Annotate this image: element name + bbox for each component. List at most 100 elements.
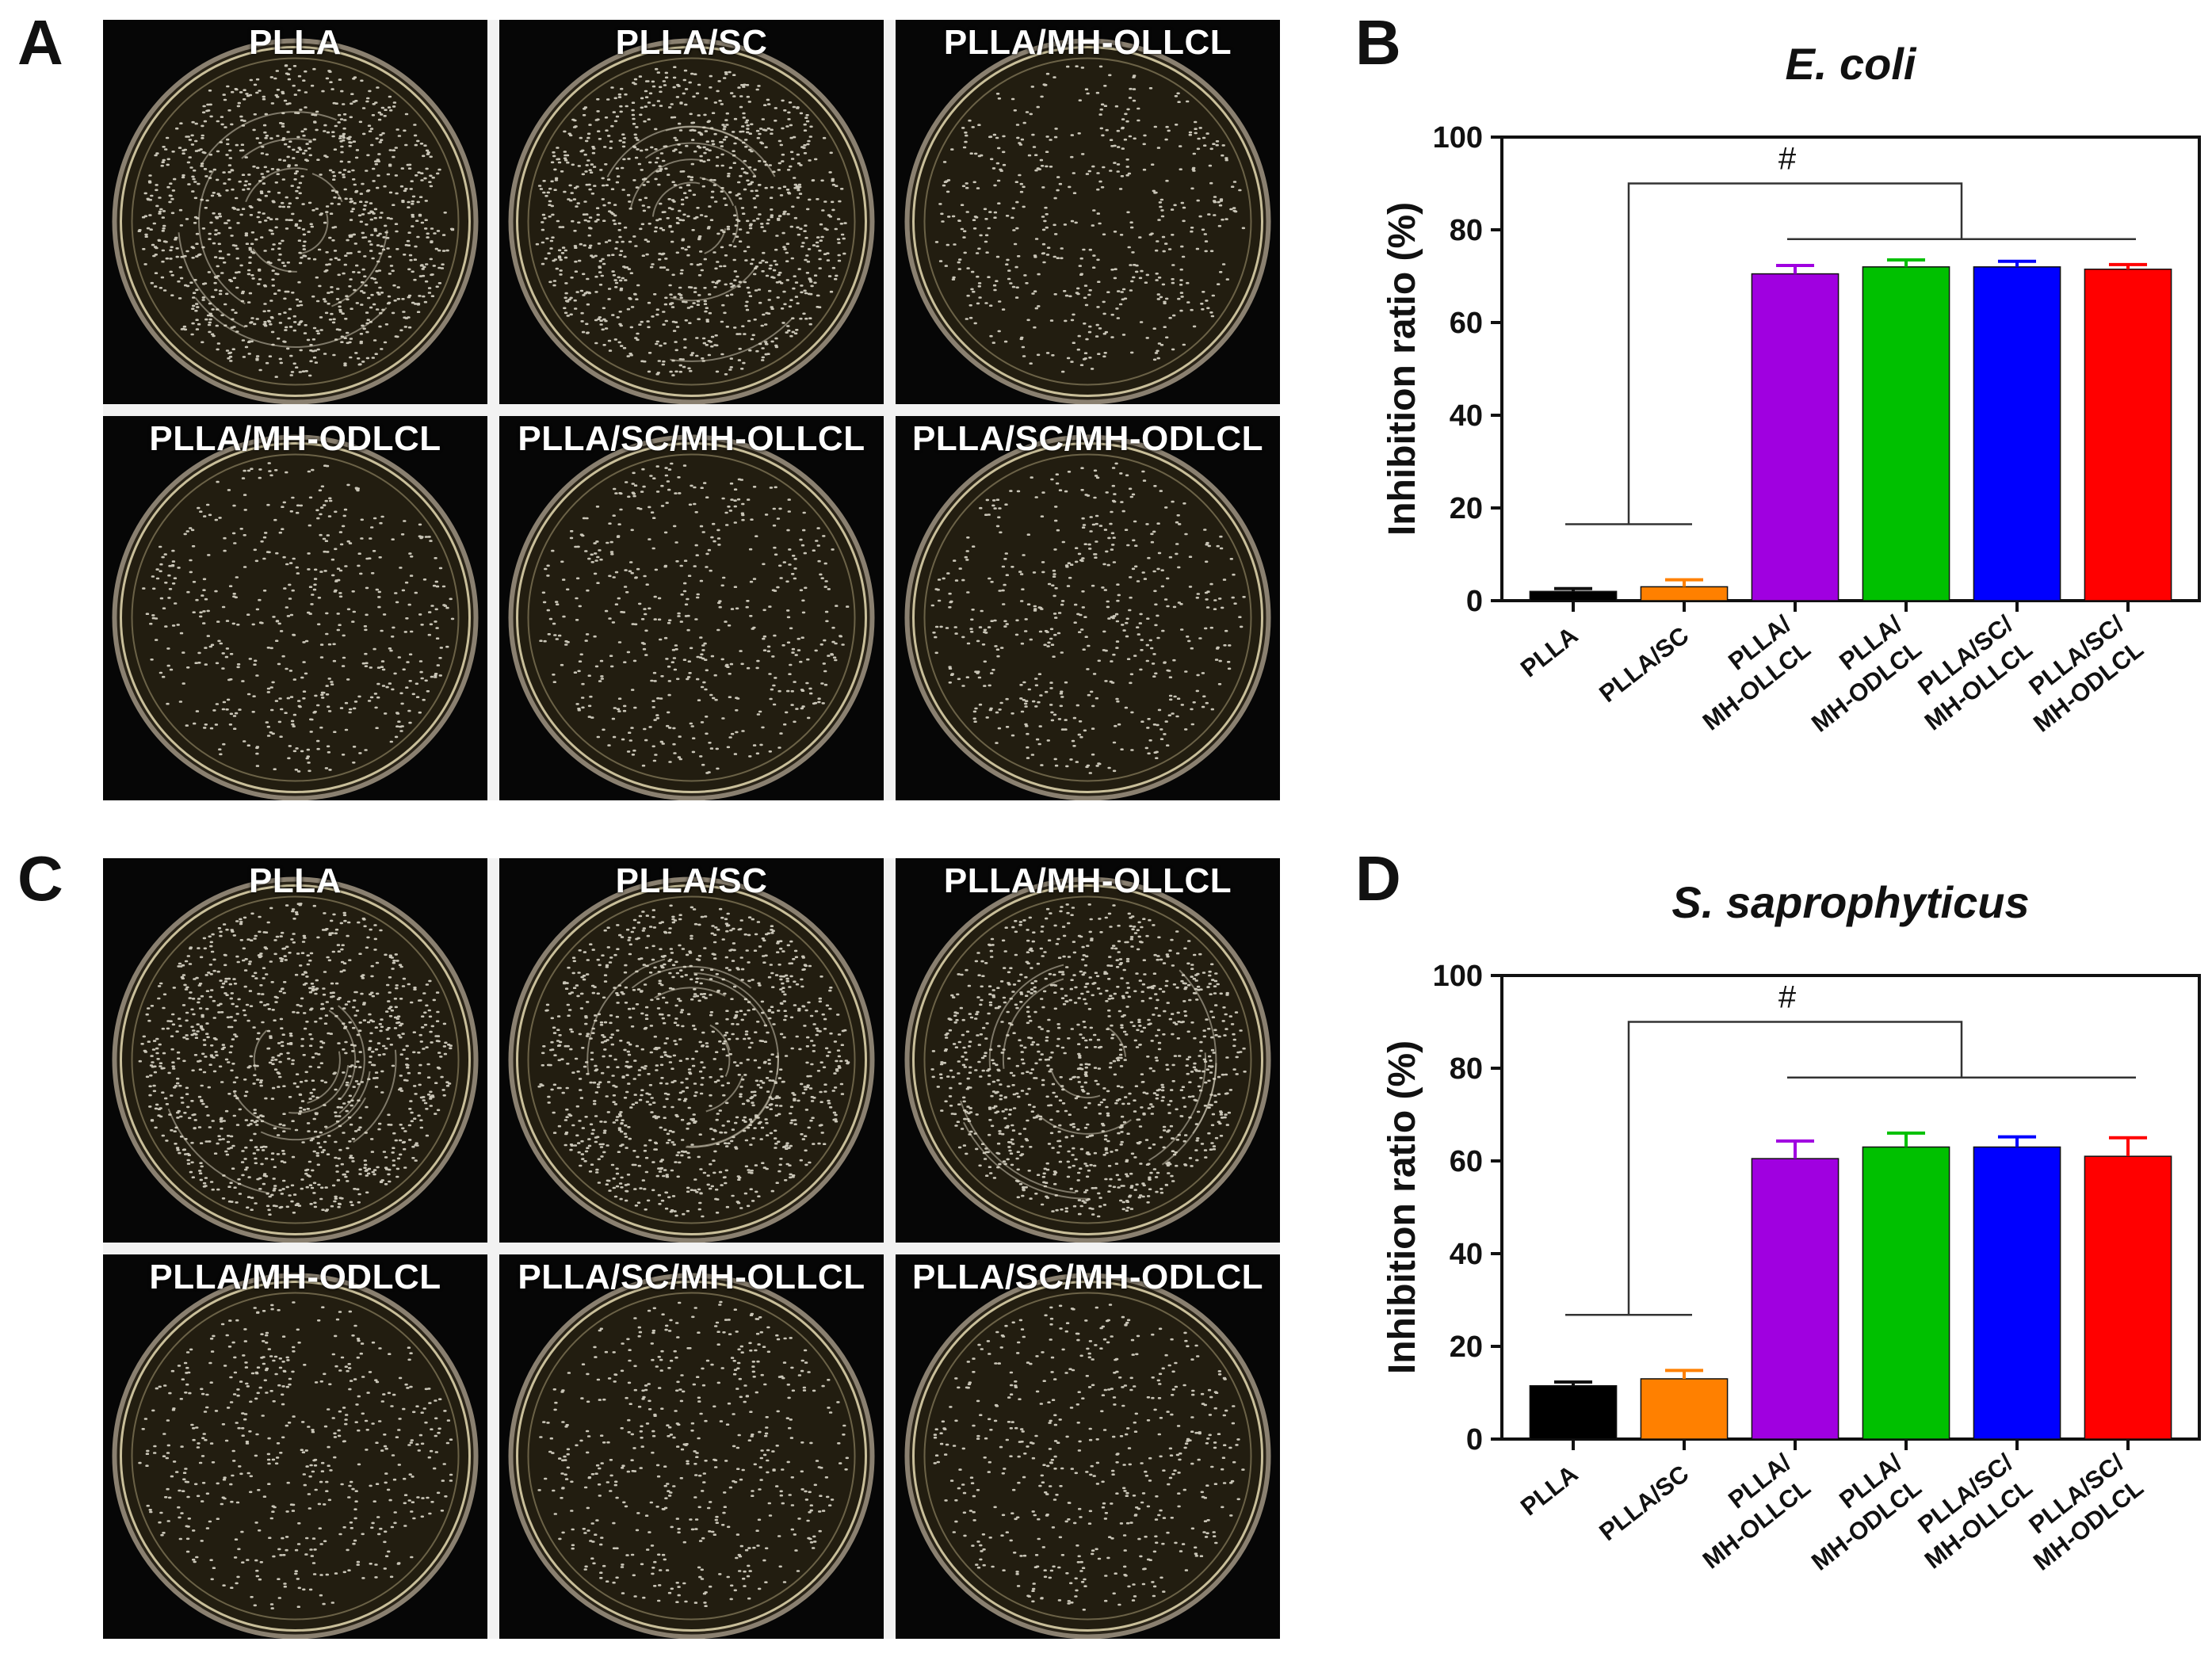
error-bar [1775,1139,1815,1159]
plate-label: PLLA/MH-ODLCL [149,419,441,458]
x-tick-label: PLLA [1515,1460,1583,1521]
panel-letter-b: B [1355,7,1401,78]
y-tick-label: 40 [1450,1238,1483,1271]
petri-dish-image [904,434,1271,800]
plate-label: PLLA/SC [615,861,768,900]
bar [1751,273,1840,601]
bar [1973,1146,2061,1440]
panel-letter-a: A [17,7,63,78]
y-axis-label: Inhibition ratio (%) [1381,1040,1423,1374]
x-tick-label: PLLA/SC [1594,621,1694,708]
panel-letter-d: D [1355,843,1401,914]
bar-chart: S. saprophyticus Inhibition ratio (%) 0 20 4… [1381,877,2201,1576]
plate-photo: PLLA/SC [499,20,884,404]
x-tick-label: PLLA/SC/MH-ODLCL [2008,610,2149,738]
petri-dish-image [508,38,875,404]
x-tick-label: PLLA/SC/MH-ODLCL [2008,1449,2149,1576]
error-bar [1664,578,1704,587]
petri-dish-image [112,876,479,1243]
y-axis-label: Inhibition ratio (%) [1381,202,1423,536]
y-tick-label: 0 [1466,1423,1483,1457]
x-tick-label: PLLA/MH-OLLCL [1678,1449,1816,1575]
plate-photo: PLLA [103,858,487,1243]
x-tick-label: PLLA/MH-ODLCL [1786,610,1927,738]
plate-label: PLLA/SC/MH-ODLCL [911,419,1264,458]
plate-photo: PLLA/MH-OLLCL [896,20,1280,404]
plot-frame [1500,974,2201,1441]
y-tick-label: 100 [1433,121,1483,155]
bar [1640,1378,1729,1440]
petri-dish-image [904,876,1271,1243]
plate-label: PLLA [249,23,342,62]
plate-grid-a: PLLA PLLA/SC PLLA/MH-OLLCL PLLA/MH-ODLCL PLL… [103,20,1280,800]
x-tick-label-line: PLLA/SC [1594,1460,1694,1546]
bar [2084,1155,2172,1440]
bar [1862,266,1950,601]
petri-dish-image [112,434,479,800]
y-tick-label: 20 [1450,1331,1483,1364]
significance-marker: # [1778,142,1797,177]
plot-frame [1500,136,2201,602]
plate-label: PLLA/MH-ODLCL [149,1258,441,1296]
error-bar [1553,586,1593,592]
bar [1529,1384,1618,1440]
x-tick-label: PLLA/MH-OLLCL [1678,610,1816,736]
error-bar [1997,1135,2037,1147]
petri-dish-image [508,1273,875,1639]
plate-label: PLLA [249,861,342,900]
bar-chart: E. coli Inhibition ratio (%) 0 20 40 60 80 100 P… [1381,39,2201,738]
plate-photo: PLLA/MH-OLLCL [896,858,1280,1243]
x-tick-label: PLLA/MH-ODLCL [1786,1449,1927,1576]
bar [1640,586,1729,601]
petri-dish-image [508,434,875,800]
plate-photo: PLLA/MH-ODLCL [103,1254,487,1639]
petri-dish-image [112,1273,479,1639]
chart-e-coli: E. coli Inhibition ratio (%) 0 20 40 60 80 100 P… [1371,32,2212,792]
x-tick-label: PLLA/SC/MH-OLLCL [1900,1449,2038,1575]
y-tick-label: 80 [1450,1052,1483,1086]
bar [1751,1158,1840,1440]
y-tick-label: 100 [1433,960,1483,993]
plate-label: PLLA/SC [615,23,768,62]
plate-label: PLLA/SC/MH-OLLCL [518,419,865,458]
plate-photo: PLLA/SC/MH-ODLCL [896,416,1280,800]
x-tick-label-line: PLLA [1515,1460,1583,1521]
significance-marker: # [1778,980,1797,1015]
panel-letter-c: C [17,843,63,914]
petri-dish-image [508,876,875,1243]
chart-s-saprophyticus: S. saprophyticus Inhibition ratio (%) 0 20 4… [1371,870,2212,1631]
bar [1973,266,2061,601]
y-tick-label: 80 [1450,214,1483,247]
y-tick-label: 0 [1466,585,1483,618]
bar [1529,590,1618,601]
y-tick-label: 60 [1450,1145,1483,1178]
plate-photo: PLLA/SC/MH-ODLCL [896,1254,1280,1639]
plate-label: PLLA/MH-OLLCL [943,861,1232,900]
error-bar [1775,264,1815,274]
y-tick-label: 40 [1450,399,1483,433]
x-tick-label: PLLA [1515,621,1583,682]
error-bar [1997,259,2037,267]
x-tick-label: PLLA/SC/MH-OLLCL [1900,610,2038,736]
x-tick-label-line: PLLA/SC [1594,621,1694,708]
bar [1862,1146,1950,1440]
plate-photo: PLLA/SC/MH-OLLCL [499,416,884,800]
error-bar [1664,1369,1704,1379]
y-tick-label: 20 [1450,492,1483,525]
chart-title: E. coli [1786,39,1917,89]
y-tick-label: 60 [1450,307,1483,340]
petri-dish-image [904,38,1271,404]
petri-dish-image [904,1273,1271,1639]
petri-dish-image [112,38,479,404]
error-bar [2108,1136,2148,1157]
error-bar [1886,1131,1926,1147]
plate-photo: PLLA/SC [499,858,884,1243]
error-bar [1553,1380,1593,1386]
bar [2084,268,2172,601]
plate-photo: PLLA/SC/MH-OLLCL [499,1254,884,1639]
x-tick-label: PLLA/SC [1594,1460,1694,1546]
chart-title: S. saprophyticus [1671,877,2029,927]
plate-photo: PLLA/MH-ODLCL [103,416,487,800]
plate-label: PLLA/SC/MH-ODLCL [911,1258,1264,1296]
significance-bracket [1565,1021,2136,1316]
